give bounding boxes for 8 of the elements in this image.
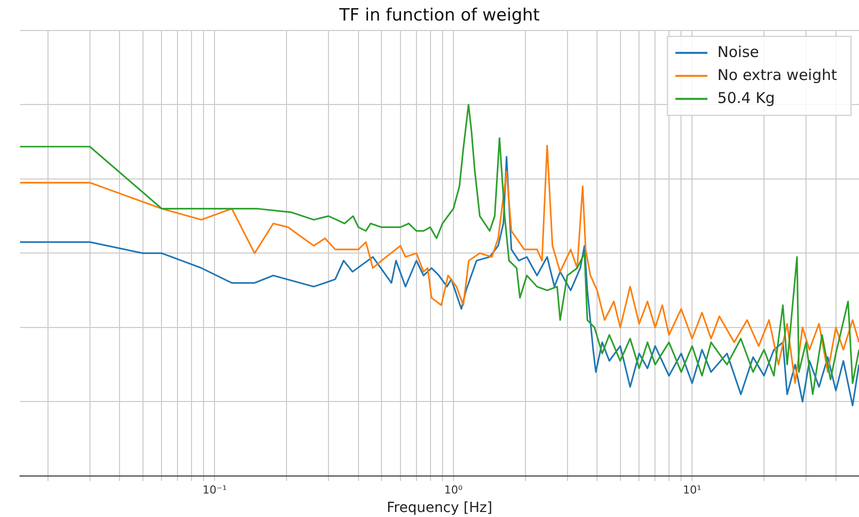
x-tick-label: 10¹ (682, 483, 702, 496)
legend-label: Noise (717, 42, 760, 61)
x-tick-label: 10⁰ (444, 483, 464, 496)
legend-label: No extra weight (717, 66, 838, 84)
x-tick-label: 10⁻¹ (202, 483, 227, 496)
legend-label: 50.4 Kg (717, 88, 775, 107)
x-axis-title: Frequency [Hz] (386, 500, 492, 516)
chart-title: TF in function of weight (338, 6, 540, 26)
